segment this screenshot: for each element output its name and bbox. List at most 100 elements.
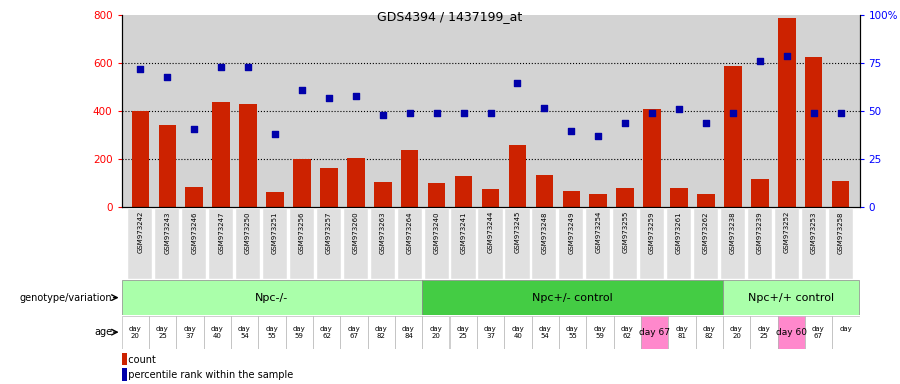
Text: GSM973264: GSM973264	[407, 211, 413, 253]
Bar	[212, 102, 230, 207]
Text: GSM973254: GSM973254	[595, 211, 601, 253]
Text: GSM973243: GSM973243	[165, 211, 170, 253]
Bar	[158, 124, 176, 207]
Text: GSM973241: GSM973241	[461, 211, 466, 253]
Bar	[367, 316, 395, 349]
Point	[725, 110, 740, 116]
Bar	[313, 316, 340, 349]
Text: GSM973253: GSM973253	[811, 211, 816, 253]
Text: GSM973257: GSM973257	[326, 211, 332, 253]
Bar	[266, 192, 284, 207]
Bar	[148, 316, 176, 349]
Bar	[698, 194, 715, 207]
Bar	[562, 190, 580, 207]
Text: day
54: day 54	[539, 326, 552, 339]
Bar	[400, 150, 418, 207]
Text: GSM973250: GSM973250	[245, 211, 251, 253]
Bar	[752, 179, 769, 207]
Point	[618, 120, 633, 126]
FancyBboxPatch shape	[775, 209, 799, 279]
Bar	[614, 316, 641, 349]
FancyBboxPatch shape	[317, 209, 341, 279]
Bar	[131, 111, 149, 207]
Bar	[586, 316, 614, 349]
FancyBboxPatch shape	[613, 209, 637, 279]
Bar	[340, 316, 367, 349]
FancyBboxPatch shape	[667, 209, 691, 279]
FancyBboxPatch shape	[290, 209, 314, 279]
Text: GSM973239: GSM973239	[757, 211, 763, 254]
Text: day
25: day 25	[156, 326, 169, 339]
Text: GSM973256: GSM973256	[299, 211, 305, 253]
Text: Npc+/+ control: Npc+/+ control	[748, 293, 834, 303]
Bar	[122, 280, 422, 315]
Point	[806, 110, 821, 116]
FancyBboxPatch shape	[505, 209, 529, 279]
FancyBboxPatch shape	[694, 209, 718, 279]
Bar	[832, 181, 850, 207]
Bar	[532, 316, 559, 349]
Point	[779, 53, 794, 59]
FancyBboxPatch shape	[236, 209, 260, 279]
Bar	[644, 109, 661, 207]
Point	[752, 58, 767, 65]
Text: day: day	[840, 326, 852, 339]
Point	[429, 110, 444, 116]
Point	[160, 74, 175, 80]
Bar	[778, 18, 796, 207]
Bar	[477, 316, 504, 349]
Bar	[122, 353, 128, 365]
Bar	[230, 316, 258, 349]
Text: day
67: day 67	[347, 326, 360, 339]
Text: day
55: day 55	[266, 326, 278, 339]
Point	[133, 66, 148, 72]
Point	[187, 126, 202, 132]
Text: GSM973245: GSM973245	[515, 211, 520, 253]
FancyBboxPatch shape	[586, 209, 610, 279]
Text: GSM973247: GSM973247	[218, 211, 224, 253]
Text: day
20: day 20	[730, 326, 742, 339]
Text: day
37: day 37	[484, 326, 497, 339]
Text: GDS4394 / 1437199_at: GDS4394 / 1437199_at	[377, 10, 523, 23]
Text: day 60: day 60	[776, 328, 806, 337]
Text: day
67: day 67	[812, 326, 825, 339]
Point	[537, 104, 552, 111]
Text: GSM973262: GSM973262	[703, 211, 709, 253]
FancyBboxPatch shape	[182, 209, 206, 279]
Point	[402, 110, 417, 116]
Text: GSM973252: GSM973252	[784, 211, 790, 253]
Text: day
40: day 40	[211, 326, 223, 339]
FancyBboxPatch shape	[532, 209, 556, 279]
Bar	[258, 316, 285, 349]
Point	[348, 93, 363, 99]
FancyBboxPatch shape	[371, 209, 395, 279]
FancyBboxPatch shape	[640, 209, 664, 279]
Point	[698, 120, 713, 126]
FancyBboxPatch shape	[425, 209, 449, 279]
Bar	[422, 316, 449, 349]
Text: age: age	[94, 327, 112, 337]
Bar	[724, 66, 742, 207]
Text: GSM973263: GSM973263	[380, 211, 386, 254]
Bar	[239, 104, 256, 207]
Text: percentile rank within the sample: percentile rank within the sample	[122, 370, 292, 381]
Bar	[176, 316, 203, 349]
Point	[510, 79, 525, 86]
Point	[671, 106, 686, 113]
FancyBboxPatch shape	[748, 209, 772, 279]
Point	[321, 95, 336, 101]
Bar	[122, 316, 148, 349]
Text: GSM973259: GSM973259	[649, 211, 655, 253]
Text: day
55: day 55	[566, 326, 579, 339]
Bar	[616, 188, 634, 207]
Bar	[504, 316, 532, 349]
Text: GSM973261: GSM973261	[676, 211, 682, 254]
Text: day
59: day 59	[292, 326, 305, 339]
Bar	[508, 145, 526, 207]
Bar	[778, 316, 805, 349]
Text: genotype/variation: genotype/variation	[20, 293, 112, 303]
Text: GSM973238: GSM973238	[730, 211, 736, 254]
Point	[833, 110, 848, 116]
FancyBboxPatch shape	[263, 209, 287, 279]
Bar	[723, 280, 860, 315]
